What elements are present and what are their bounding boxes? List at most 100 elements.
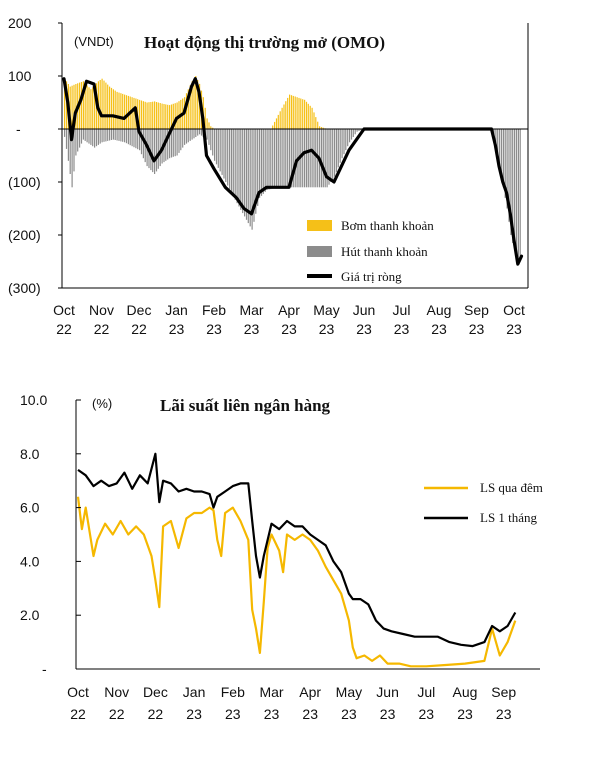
x-tick-year: 23 <box>341 706 357 722</box>
inject-bar <box>289 94 291 129</box>
interbank-unit-label: (%) <box>92 396 112 411</box>
withdraw-bar <box>195 129 197 137</box>
withdraw-bar <box>260 129 263 196</box>
inject-bar <box>279 111 281 129</box>
inject-bar <box>124 94 126 129</box>
withdraw-bar <box>206 129 208 140</box>
inject-bar <box>64 78 66 129</box>
withdraw-bar <box>320 129 323 188</box>
withdraw-bar <box>334 129 336 177</box>
x-tick-year: 22 <box>148 706 164 722</box>
withdraw-bar <box>309 129 311 188</box>
withdraw-bar <box>200 129 203 136</box>
legend-label-one-month: LS 1 tháng <box>480 510 538 525</box>
withdraw-bar <box>504 129 506 198</box>
inject-bar <box>73 84 75 129</box>
omo-unit-label: (VNDt) <box>74 34 114 49</box>
inject-bar <box>319 126 321 129</box>
withdraw-bar <box>217 129 219 168</box>
inject-bar <box>88 87 90 129</box>
inject-bar <box>114 90 116 129</box>
withdraw-bar <box>313 129 315 188</box>
withdraw-bar <box>285 129 287 188</box>
inject-bar <box>99 80 101 129</box>
inject-bar <box>157 102 159 129</box>
withdraw-bar <box>304 129 306 188</box>
withdraw-bar <box>354 129 356 135</box>
omo-axes <box>61 23 529 289</box>
inject-bar <box>172 103 174 129</box>
x-tick-month: Mar <box>239 302 263 318</box>
inject-bar <box>206 118 208 129</box>
x-tick-year: 23 <box>457 706 473 722</box>
withdraw-bar <box>259 129 261 198</box>
interbank-legend: LS qua đêm LS 1 tháng <box>424 480 543 525</box>
inject-bar <box>315 117 317 129</box>
withdraw-bar <box>502 129 504 188</box>
inject-bar <box>313 112 315 129</box>
inject-bar <box>174 103 176 129</box>
inject-bar <box>146 102 148 129</box>
inject-bar <box>82 81 84 129</box>
withdraw-bar <box>131 129 133 147</box>
omo-net-value-line <box>62 77 524 266</box>
withdraw-bar <box>275 129 278 188</box>
inject-bar <box>90 89 92 129</box>
withdraw-bar <box>135 129 137 149</box>
withdraw-bar <box>197 129 199 136</box>
withdraw-bar <box>294 129 296 188</box>
inject-bar <box>69 86 71 129</box>
withdraw-bar <box>287 129 289 188</box>
withdraw-bar <box>90 129 92 145</box>
withdraw-bar <box>110 129 113 140</box>
x-tick-month: Dec <box>143 684 168 700</box>
inject-bar <box>165 104 167 129</box>
omo-chart: 200 100 - (100) (200) (300) Oct 22 Nov 22 Dec 22 Ja… <box>8 15 529 337</box>
withdraw-bar <box>92 129 94 147</box>
withdraw-bar <box>326 129 328 188</box>
withdraw-bar <box>512 129 514 243</box>
inject-bar <box>167 104 169 129</box>
x-tick-month: Oct <box>53 302 75 318</box>
withdraw-bar <box>199 129 201 135</box>
inject-bar <box>133 97 135 129</box>
x-tick-year: 23 <box>206 321 222 337</box>
withdraw-bar <box>127 129 129 145</box>
withdraw-bar <box>500 129 503 177</box>
x-tick-month: Aug <box>453 684 478 700</box>
x-tick-year: 23 <box>496 706 512 722</box>
legend-label-overnight: LS qua đêm <box>480 480 543 495</box>
withdraw-bar <box>133 129 135 148</box>
withdraw-bar <box>137 129 139 150</box>
withdraw-bar <box>112 129 114 140</box>
withdraw-bar <box>109 129 111 141</box>
inject-bar <box>309 105 311 129</box>
x-tick-year: 23 <box>419 706 435 722</box>
inject-bar <box>80 82 83 129</box>
withdraw-bar <box>270 129 272 190</box>
legend-label-net: Giá trị ròng <box>341 269 402 284</box>
withdraw-bar <box>71 129 73 188</box>
x-tick-month: Dec <box>127 302 152 318</box>
legend-swatch-withdraw <box>307 246 332 257</box>
withdraw-bar <box>69 129 71 174</box>
withdraw-bar <box>225 129 227 182</box>
withdraw-bar <box>281 129 283 188</box>
withdraw-bar <box>67 129 69 161</box>
withdraw-bar <box>266 129 268 190</box>
x-tick-year: 23 <box>264 706 280 722</box>
x-tick-month: May <box>336 684 362 700</box>
inject-bar <box>204 107 206 129</box>
withdraw-bar <box>255 129 257 214</box>
x-tick-month: Aug <box>427 302 452 318</box>
x-tick-month: Nov <box>89 302 114 318</box>
inject-bar <box>150 102 152 129</box>
x-tick-month: Nov <box>104 684 129 700</box>
inject-bar <box>189 85 191 129</box>
inject-bar <box>84 83 86 129</box>
withdraw-bar <box>345 129 347 151</box>
withdraw-bar <box>347 129 349 147</box>
x-tick-year: 22 <box>131 321 147 337</box>
withdraw-bar <box>79 129 81 148</box>
withdraw-bar <box>249 129 251 227</box>
